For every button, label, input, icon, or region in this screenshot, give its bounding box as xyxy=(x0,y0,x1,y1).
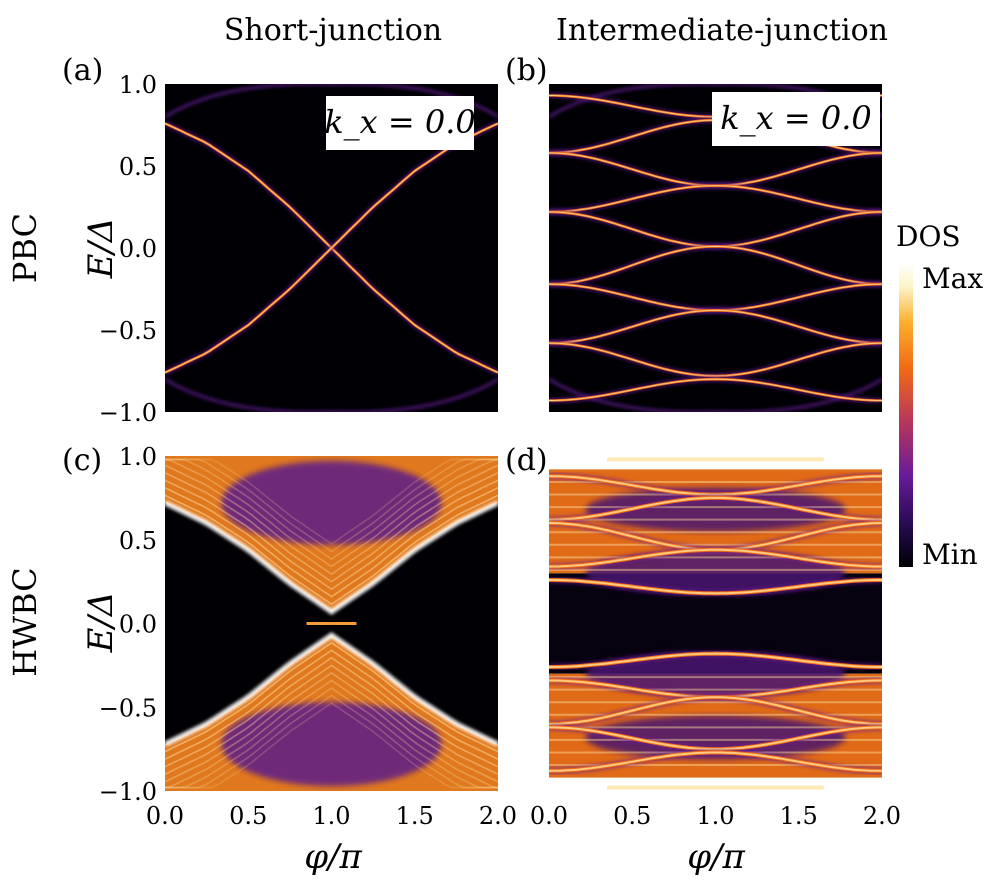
panel-a-gap-edge-2 xyxy=(165,377,498,412)
panel-c-subband-upper-3 xyxy=(165,479,498,591)
panel-c-subband-upper-6 xyxy=(165,458,498,568)
panel-c-y-tick-2: 0.5 xyxy=(119,527,157,555)
panel-b-band-9-core xyxy=(549,342,882,377)
panel-c-subband-upper-7 xyxy=(165,458,498,560)
panel-d-x-tick-1: 0.0 xyxy=(530,802,568,830)
panel-d-x-tick-2: 0.5 xyxy=(613,802,651,830)
panel-c-gap-edge-lower xyxy=(165,632,498,747)
column-title-short: Short-junction xyxy=(224,13,442,48)
panel-c-subband-lower-7 xyxy=(165,687,498,789)
colorbar-max-label: Max xyxy=(922,262,983,295)
heatmap-panel-c xyxy=(165,456,498,791)
panel-d-band-2-core xyxy=(549,496,882,521)
colorbar-title: DOS xyxy=(896,220,961,253)
panel-d-band-4-core xyxy=(549,548,882,568)
panel-c-x-tick-3: 1.0 xyxy=(312,802,350,830)
panel-a-y-tick-3: 0.0 xyxy=(119,235,157,263)
panel-c-subband-upper-5 xyxy=(165,464,498,576)
panel-d-pocket-lower-2 xyxy=(585,715,846,760)
panel-label-a: (a) xyxy=(62,53,103,88)
panel-c-x-tick-1: 0.0 xyxy=(146,802,184,830)
panel-c-subband-upper-4 xyxy=(165,472,498,583)
panel-d-band-5-core xyxy=(549,579,882,595)
colorbar-gradient xyxy=(899,262,913,567)
panel-c-subband-lower-6 xyxy=(165,679,498,789)
panel-d-pocket-lower-1 xyxy=(585,651,846,696)
row-title-hwbc: HWBC xyxy=(6,567,44,676)
tick-labels: 1.00.50.0−0.5−1.01.00.50.0−0.5−1.00.0 0.5… xyxy=(99,71,901,830)
y-axis-label-bottom: E/Δ xyxy=(81,592,121,654)
panel-d-x-tick-4: 1.5 xyxy=(780,802,818,830)
panel-c-subband-lower-3 xyxy=(165,656,498,768)
panel-c-continuum-core-upper xyxy=(221,460,442,545)
panel-c-subband-upper-9 xyxy=(165,458,498,545)
panel-c-subband-upper-8 xyxy=(165,458,498,553)
panel-a-y-tick-4: −0.5 xyxy=(99,317,157,345)
panel-c-y-tick-5: −1.0 xyxy=(99,778,157,806)
panel-d-band-6-core xyxy=(549,652,882,668)
panel-d-x-tick-3: 1.0 xyxy=(696,802,734,830)
panel-c-y-tick-4: −0.5 xyxy=(99,694,157,722)
x-axis-label-left: φ/π xyxy=(304,837,362,877)
panel-a-y-tick-5: −1.0 xyxy=(99,399,157,427)
panel-d-x-tick-5: 2.0 xyxy=(863,802,901,830)
panel-b-band-6-core xyxy=(549,245,882,285)
panel-d-pocket-upper-1 xyxy=(585,551,846,596)
row-title-pbc: PBC xyxy=(6,213,44,283)
panel-c-subband-lower-1 xyxy=(165,641,498,753)
panel-c-x-tick-5: 2.0 xyxy=(479,802,517,830)
panel-d-band-10-core xyxy=(549,751,882,772)
panel-a-band-2-core xyxy=(165,122,498,374)
colorbar: DOS Max Min xyxy=(896,220,983,571)
kx-annotation-b-text: k_x = 0.0 xyxy=(720,99,871,137)
colorbar-min-label: Min xyxy=(922,538,978,571)
panel-c-subband-upper-1 xyxy=(165,494,498,606)
panel-label-c: (c) xyxy=(62,443,102,478)
panel-a-y-tick-1: 1.0 xyxy=(119,71,157,99)
panel-c-subband-upper-2 xyxy=(165,487,498,598)
column-title-intermediate: Intermediate-junction xyxy=(556,13,888,48)
panel-c-subband-lower-8 xyxy=(165,694,498,789)
panel-c-y-tick-1: 1.0 xyxy=(119,443,157,471)
kx-annotation-a: k_x = 0.0 xyxy=(324,96,476,150)
panel-c-continuum-core-lower xyxy=(221,702,442,787)
panel-c-subband-lower-4 xyxy=(165,664,498,776)
panel-label-b: (b) xyxy=(505,53,548,88)
panel-d-pocket-upper-2 xyxy=(585,487,846,532)
panel-c-x-tick-2: 0.5 xyxy=(229,802,267,830)
panel-b-band-4-core xyxy=(549,185,882,213)
y-axis-label-top: E/Δ xyxy=(81,218,121,280)
panel-b-band-8-core xyxy=(549,309,882,344)
panel-c-subband-lower-5 xyxy=(165,671,498,783)
kx-annotation-a-text: k_x = 0.0 xyxy=(324,103,475,141)
panel-c-subband-lower-9 xyxy=(165,702,498,789)
panel-c-gap-edge-upper xyxy=(165,500,498,615)
panel-label-d: (d) xyxy=(505,443,548,478)
kx-annotation-b: k_x = 0.0 xyxy=(712,92,880,146)
panel-d-band-8-core xyxy=(549,696,882,725)
panel-b-band-10-core xyxy=(549,378,882,401)
panel-a-y-tick-2: 0.5 xyxy=(119,153,157,181)
heatmap-panel-d xyxy=(549,456,882,791)
x-axis-label-right: φ/π xyxy=(687,837,745,877)
panel-c-subband-lower-2 xyxy=(165,649,498,760)
panel-c-x-tick-4: 1.5 xyxy=(396,802,434,830)
panel-c-y-tick-3: 0.0 xyxy=(119,611,157,639)
